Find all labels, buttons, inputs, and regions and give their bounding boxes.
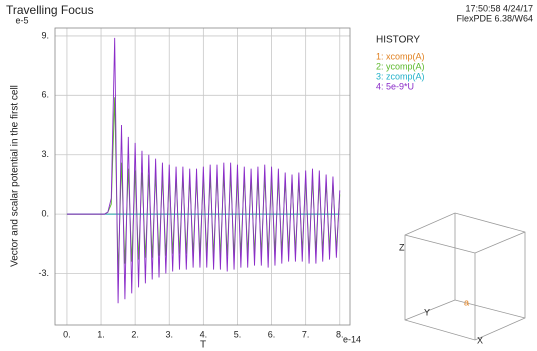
x-tick-label: 7.: [302, 329, 310, 339]
timestamp: 17:50:58 4/24/17: [465, 3, 533, 13]
y-tick-label: 6.: [41, 90, 49, 100]
x-tick-label: 6.: [268, 329, 276, 339]
widget-edge: [454, 299, 526, 319]
legend-entry: 2: ycomp(A): [376, 61, 425, 71]
chart-title: Travelling Focus: [6, 3, 94, 17]
x-axis-label: T: [200, 340, 206, 351]
legend-entry: 1: xcomp(A): [376, 51, 425, 61]
y-exponent: e-5: [15, 15, 28, 25]
x-tick-label: 5.: [234, 329, 242, 339]
plot-frame: [54, 27, 351, 326]
axis-widget: [404, 212, 526, 341]
widget-edge: [404, 234, 476, 254]
x-exponent: e-14: [343, 334, 361, 344]
legend-entry: 4: 5e-9*U: [376, 81, 414, 91]
x-tick-label: 1.: [97, 329, 105, 339]
series-line: [66, 37, 341, 304]
widget-box: [404, 212, 526, 341]
widget-y: Y: [424, 307, 430, 317]
y-tick-label: 9.: [41, 30, 49, 40]
x-tick-label: 2.: [131, 329, 139, 339]
y-tick-label: -3.: [38, 268, 49, 278]
legend-title: HISTORY: [376, 35, 420, 46]
y-tick-label: 0.: [41, 208, 49, 218]
x-tick-label: 4.: [200, 329, 208, 339]
widget-marker: a: [464, 297, 469, 307]
x-tick-label: 8.: [336, 329, 344, 339]
y-tick-label: 3.: [41, 149, 49, 159]
widget-edge: [474, 231, 526, 254]
widget-x: X: [477, 335, 483, 345]
widget-z: Z: [399, 242, 405, 252]
y-axis-label: Vector and scalar potential in the first…: [10, 85, 21, 267]
x-tick-label: 3.: [165, 329, 173, 339]
widget-edge: [404, 299, 456, 321]
legend-entry: 3: zcomp(A): [376, 71, 425, 81]
x-tick-label: 0.: [63, 329, 71, 339]
software: FlexPDE 6.38/W64: [456, 13, 533, 23]
